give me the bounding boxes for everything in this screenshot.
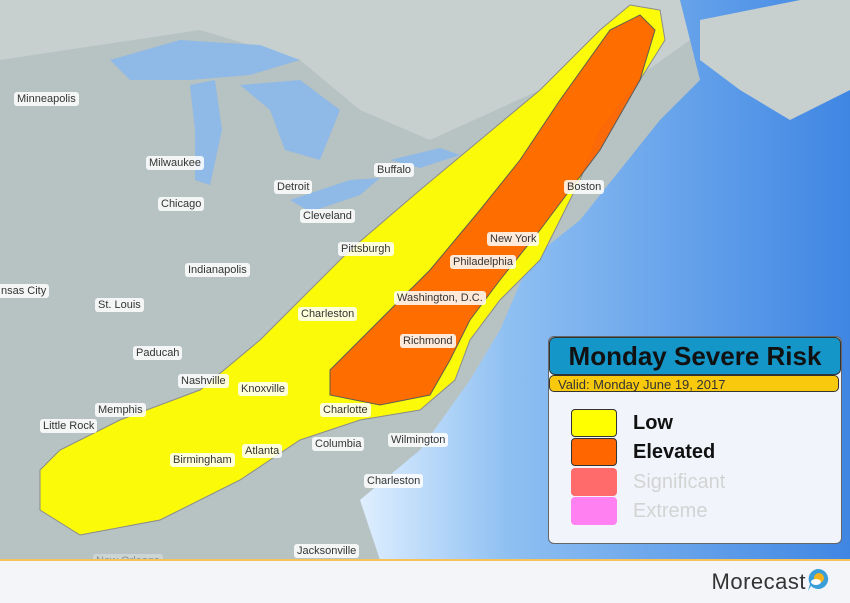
city-label: Washington, D.C. — [394, 291, 486, 305]
city-label: Columbia — [312, 437, 365, 451]
city-label: Boston — [564, 180, 605, 194]
legend-item-low: Low — [571, 409, 673, 437]
legend-label: Elevated — [633, 440, 716, 463]
city-label: Chicago — [158, 197, 205, 211]
city-label: Nashville — [178, 374, 229, 388]
city-label: New York — [487, 232, 540, 246]
city-label: Paducah — [133, 346, 183, 360]
city-label: Atlanta — [242, 444, 283, 458]
city-label: Richmond — [400, 334, 456, 348]
city-label: Memphis — [95, 403, 146, 417]
city-label: Birmingham — [170, 453, 235, 467]
low-swatch — [571, 409, 617, 437]
city-label: nsas City — [0, 284, 50, 298]
legend-label: Low — [633, 411, 673, 434]
city-label: Milwaukee — [146, 156, 204, 170]
city-label: Charleston — [364, 474, 424, 488]
footer: Morecast — [0, 559, 850, 603]
sun-cloud-bubble-icon — [808, 568, 829, 591]
legend-item-elevated: Elevated — [571, 438, 715, 466]
extreme-swatch — [571, 497, 617, 525]
legend-title: Monday Severe Risk — [549, 337, 841, 375]
city-label: Charleston — [298, 307, 358, 321]
canada-maritimes — [700, 0, 850, 120]
city-label: Charlotte — [320, 403, 371, 417]
legend-label: Significant — [633, 470, 726, 493]
legend: Monday Severe Risk Valid: Monday June 19… — [548, 336, 842, 544]
legend-item-significant: Significant — [571, 468, 725, 496]
lake-huron — [240, 80, 340, 160]
legend-valid-date: Valid: Monday June 19, 2017 — [549, 375, 839, 392]
lake-erie — [290, 178, 380, 212]
city-label: Knoxville — [238, 382, 289, 396]
city-label: Buffalo — [374, 163, 415, 177]
city-label: Pittsburgh — [338, 242, 394, 256]
city-label: Detroit — [274, 180, 313, 194]
city-label: Minneapolis — [14, 92, 79, 106]
city-label: Cleveland — [300, 209, 355, 223]
lake-superior — [110, 40, 300, 80]
city-label: St. Louis — [95, 298, 144, 312]
legend-item-extreme: Extreme — [571, 497, 707, 525]
elevated-swatch — [571, 438, 617, 466]
city-label: Indianapolis — [185, 263, 250, 277]
brand-name: Morecast — [711, 569, 806, 594]
elevated-risk-area — [329, 14, 656, 406]
legend-label: Extreme — [633, 499, 708, 522]
city-label: Jacksonville — [294, 544, 360, 558]
city-label: Little Rock — [40, 419, 98, 433]
canada-land — [0, 0, 690, 140]
city-label: Philadelphia — [450, 255, 516, 269]
significant-swatch — [571, 468, 617, 496]
city-label: Wilmington — [388, 433, 449, 447]
